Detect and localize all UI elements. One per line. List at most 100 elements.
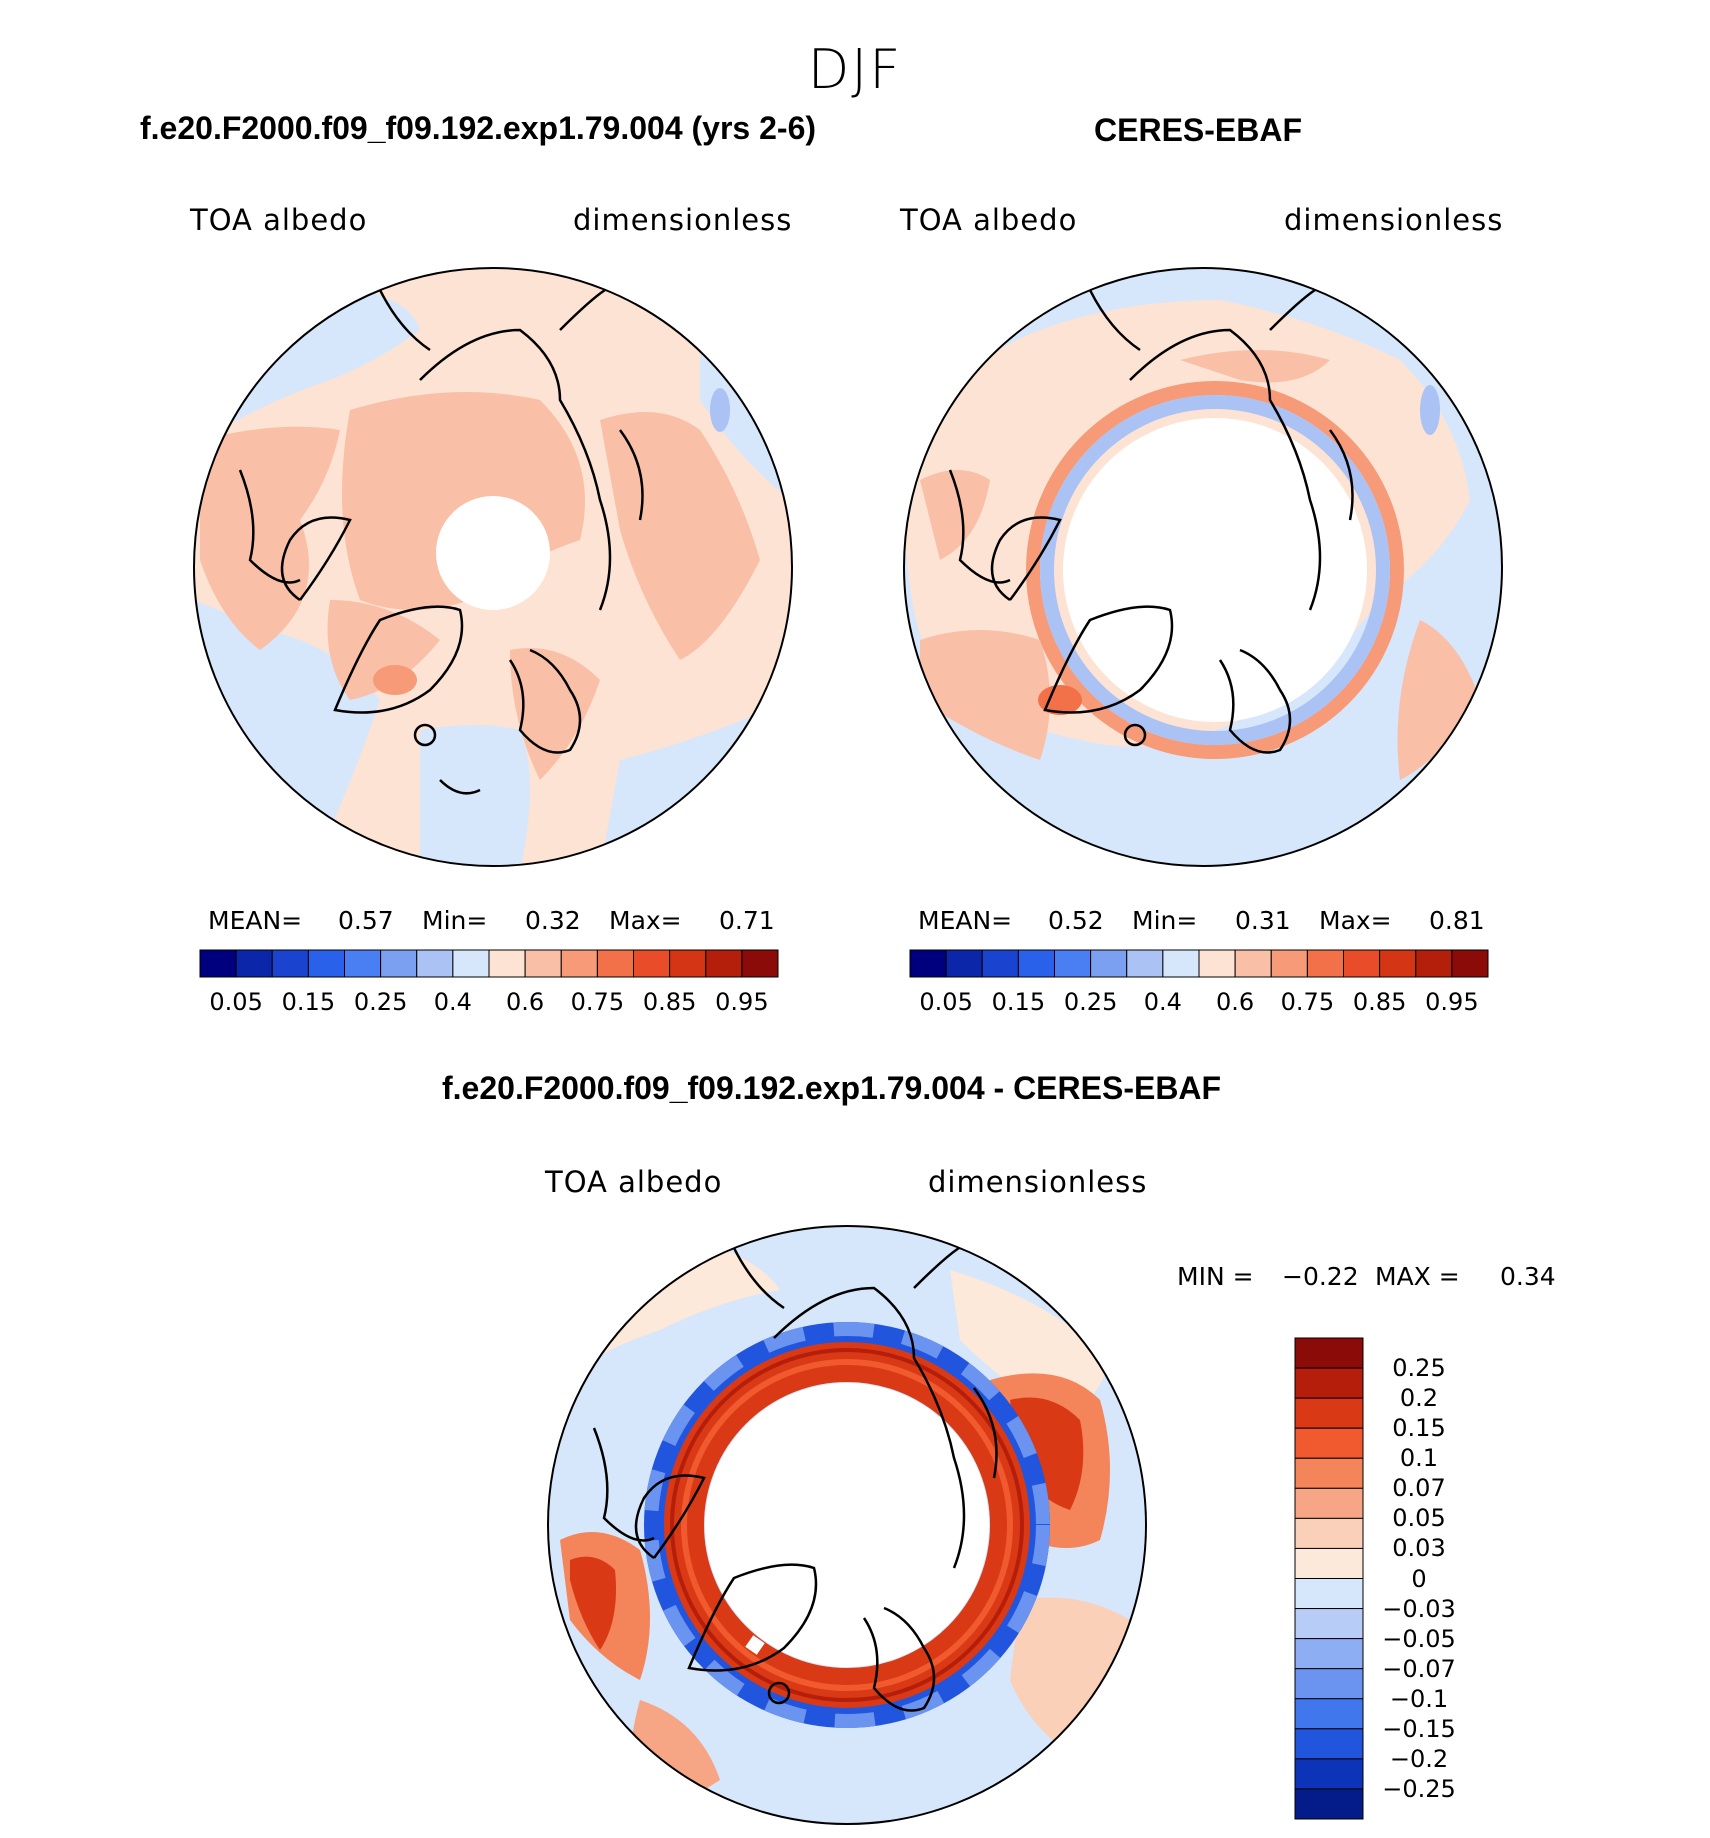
obs-map-boundary — [903, 267, 1503, 867]
colorbar-swatch — [945, 949, 983, 978]
model-coastlines — [238, 288, 644, 795]
colorbar-swatch — [1294, 1457, 1364, 1489]
obs-coastlines — [948, 288, 1354, 754]
diff-panel-title: f.e20.F2000.f09_f09.192.exp1.79.004 - CE… — [442, 1070, 1222, 1106]
obs-max-value: 0.81 — [1429, 906, 1485, 935]
colorbar-swatch — [1294, 1397, 1364, 1429]
colorbar-swatch — [380, 949, 418, 978]
colorbar-swatch — [909, 949, 947, 978]
colorbar-swatch — [1306, 949, 1344, 978]
diff-polar-map — [548, 1226, 1146, 1824]
model-map-boundary — [193, 267, 793, 867]
colorbar-tick-label: 0.4 — [433, 988, 472, 1016]
colorbar-tick-label: 0.6 — [1216, 988, 1255, 1016]
diff-max-label: MAX = — [1375, 1262, 1460, 1291]
colorbar-tick-label: 0.75 — [1280, 988, 1335, 1016]
colorbar-swatch — [669, 949, 707, 978]
colorbar-swatch — [271, 949, 309, 978]
colorbar-tick-label: 0.25 — [1063, 988, 1118, 1016]
colorbar-swatch — [596, 949, 634, 978]
colorbar-tick-label: 0.15 — [991, 988, 1046, 1016]
obs-panel-title: CERES-EBAF — [1094, 112, 1303, 148]
colorbar-swatch — [1054, 949, 1092, 978]
colorbar-tick-label: 0.25 — [1392, 1354, 1446, 1383]
colorbar-tick-label: 0.05 — [1392, 1504, 1446, 1533]
colorbar-tick-label: 0 — [1411, 1564, 1427, 1593]
colorbar-swatch — [1198, 949, 1236, 978]
obs-variable-label: TOA albedo — [900, 203, 1078, 237]
colorbar-swatch — [1294, 1608, 1364, 1640]
colorbar-swatch — [307, 949, 345, 978]
colorbar-swatch — [1415, 949, 1453, 978]
obs-polar-map — [904, 268, 1502, 866]
colorbar-swatch — [560, 949, 598, 978]
colorbar-swatch — [1294, 1668, 1364, 1700]
colorbar-swatch — [1294, 1788, 1364, 1820]
colorbar-tick-label: 0.95 — [1425, 988, 1479, 1016]
colorbar-swatch — [235, 949, 273, 978]
colorbar-swatch — [1451, 949, 1489, 978]
obs-mean-value: 0.52 — [1048, 906, 1104, 935]
colorbar-swatch — [452, 949, 490, 978]
colorbar-tick-label: 0.15 — [281, 988, 336, 1016]
obs-units-label: dimensionless — [1284, 203, 1504, 237]
obs-mean-label: MEAN= — [918, 906, 1013, 935]
colorbar-tick-label: 0.1 — [1399, 1444, 1439, 1473]
colorbar-swatch — [741, 949, 779, 978]
diff-map-boundary — [547, 1225, 1147, 1825]
model-colorbar — [199, 949, 779, 978]
colorbar-swatch — [524, 949, 562, 978]
colorbar-swatch — [1234, 949, 1272, 978]
colorbar-swatch — [1294, 1638, 1364, 1670]
model-mean-label: MEAN= — [208, 906, 303, 935]
colorbar-swatch — [1343, 949, 1381, 978]
colorbar-swatch — [416, 949, 454, 978]
diff-colorbar — [1294, 1337, 1364, 1820]
colorbar-swatch — [1294, 1427, 1364, 1459]
obs-min-value: 0.31 — [1235, 906, 1291, 935]
diff-variable-label: TOA albedo — [545, 1165, 723, 1199]
colorbar-tick-label: −0.2 — [1389, 1744, 1449, 1773]
colorbar-swatch — [705, 949, 743, 978]
colorbar-swatch — [1017, 949, 1055, 978]
model-variable-label: TOA albedo — [190, 203, 368, 237]
colorbar-tick-label: −0.03 — [1382, 1594, 1456, 1623]
obs-max-label: Max= — [1319, 906, 1392, 935]
colorbar-swatch — [1294, 1578, 1364, 1610]
model-panel-title: f.e20.F2000.f09_f09.192.exp1.79.004 (yrs… — [140, 110, 817, 146]
colorbar-tick-label: 0.95 — [715, 988, 769, 1016]
colorbar-tick-label: −0.07 — [1382, 1654, 1456, 1683]
colorbar-swatch — [981, 949, 1019, 978]
model-min-value: 0.32 — [525, 906, 581, 935]
colorbar-swatch — [1090, 949, 1128, 978]
model-units-label: dimensionless — [573, 203, 793, 237]
colorbar-tick-label: −0.15 — [1382, 1714, 1456, 1743]
colorbar-swatch — [1294, 1728, 1364, 1760]
colorbar-tick-label: 0.75 — [570, 988, 625, 1016]
colorbar-tick-label: 0.85 — [1352, 988, 1407, 1016]
diff-min-label: MIN = — [1177, 1262, 1254, 1291]
colorbar-tick-label: 0.15 — [1392, 1414, 1446, 1443]
colorbar-tick-label: −0.05 — [1382, 1624, 1456, 1653]
colorbar-swatch — [1294, 1547, 1364, 1579]
model-mean-value: 0.57 — [338, 906, 394, 935]
obs-min-label: Min= — [1132, 906, 1198, 935]
colorbar-tick-label: 0.25 — [353, 988, 408, 1016]
diff-coastlines — [592, 1246, 998, 1712]
colorbar-swatch — [1379, 949, 1417, 978]
colorbar-swatch — [1162, 949, 1200, 978]
model-min-label: Min= — [422, 906, 488, 935]
model-max-value: 0.71 — [719, 906, 775, 935]
colorbar-swatch — [1126, 949, 1164, 978]
colorbar-tick-label: 0.03 — [1392, 1534, 1446, 1563]
diff-max-value: 0.34 — [1500, 1262, 1556, 1291]
colorbar-swatch — [488, 949, 526, 978]
colorbar-swatch — [1270, 949, 1308, 978]
colorbar-swatch — [1294, 1517, 1364, 1549]
colorbar-swatch — [344, 949, 382, 978]
diff-units-label: dimensionless — [928, 1165, 1148, 1199]
colorbar-swatch — [199, 949, 237, 978]
obs-colorbar — [909, 949, 1489, 978]
colorbar-swatch — [1294, 1698, 1364, 1730]
